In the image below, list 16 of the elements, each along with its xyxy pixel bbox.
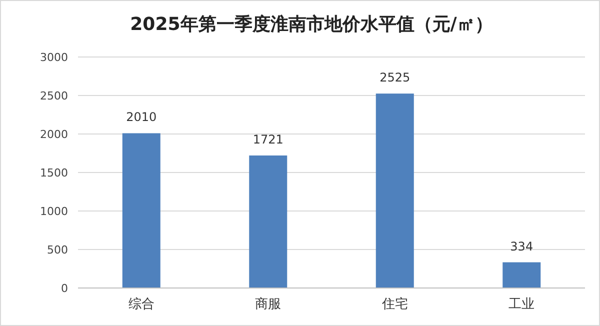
title: 2025年第一季度淮南市地价水平值（元/㎡） <box>130 14 493 35</box>
data-label: 2525 <box>380 70 410 85</box>
xtick: 综合 <box>128 297 154 312</box>
data-label: 334 <box>510 239 534 254</box>
data-label: 2010 <box>126 110 157 124</box>
ytick: 3000 <box>40 51 68 64</box>
ytick: 500 <box>47 244 68 256</box>
data-label: 1721 <box>252 132 284 146</box>
ytick: 1500 <box>40 166 68 180</box>
ytick: 1000 <box>40 205 68 218</box>
ytick: 2500 <box>40 90 68 102</box>
ytick: 2000 <box>40 128 68 141</box>
xtick: 工业 <box>508 297 535 312</box>
xtick: 商服 <box>255 297 282 312</box>
ytick: 0 <box>61 282 68 295</box>
xtick: 住宅 <box>382 297 408 312</box>
